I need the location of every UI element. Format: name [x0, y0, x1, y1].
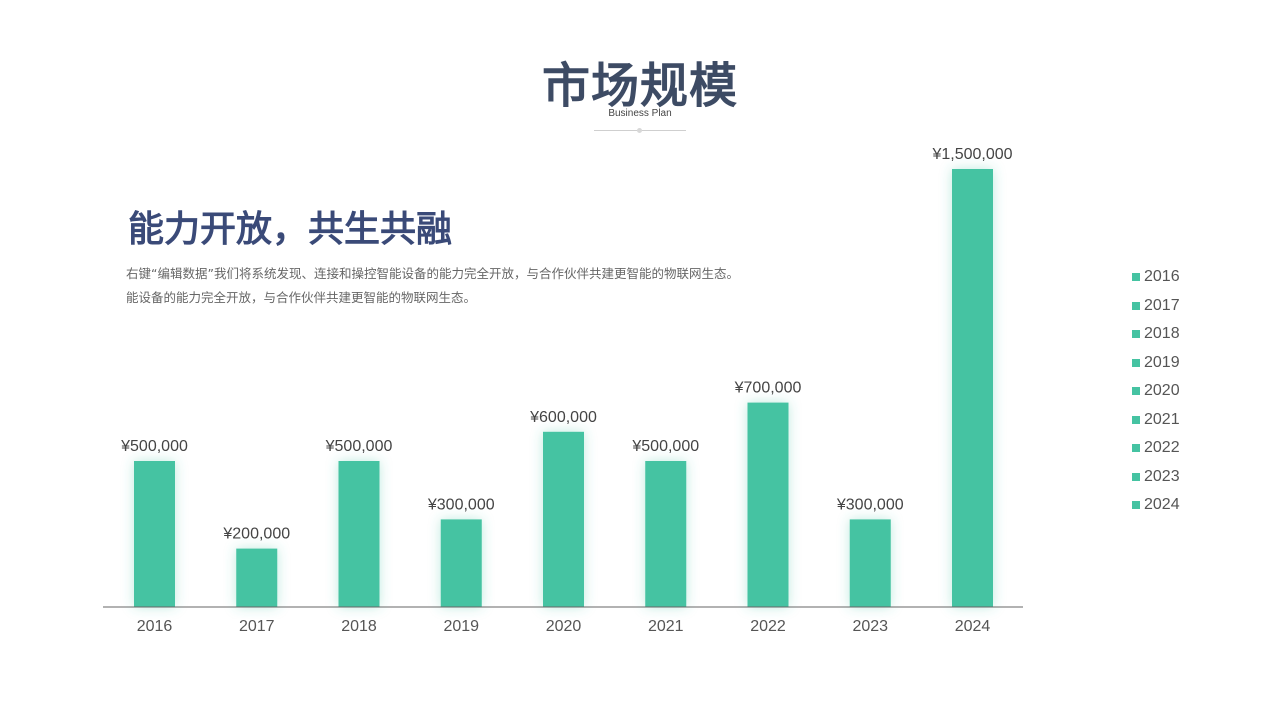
body-text: 右键“编辑数据”我们将系统发现、连接和操控智能设备的能力完全开放，与合作伙伴共建…: [126, 262, 806, 310]
data-labels-group: ¥500,000 ¥200,000 ¥500,000 ¥300,000 ¥600,000…: [120, 146, 1013, 543]
bar-2019: [440, 519, 482, 607]
legend-label: 2022: [1144, 439, 1180, 457]
legend-label: 2020: [1144, 382, 1180, 400]
bar-2017: [236, 548, 278, 607]
bar-2024: [952, 169, 993, 607]
legend-item: 2024: [1132, 491, 1180, 520]
legend-label: 2024: [1144, 496, 1180, 514]
legend-swatch: [1132, 330, 1140, 339]
bar-2023: [849, 519, 891, 607]
legend-swatch: [1132, 501, 1140, 510]
bar-2018: [338, 461, 380, 607]
legend-swatch: [1132, 472, 1140, 481]
legend-item: 2019: [1132, 349, 1180, 378]
legend-label: 2016: [1144, 268, 1180, 286]
headline: 能力开放，共生共融: [128, 209, 453, 250]
body-paragraph: 能设备的能力完全开放，与合作伙伴共建更智能的物联网生态。: [126, 290, 477, 305]
legend-swatch: [1132, 273, 1140, 282]
bar-2016: [134, 461, 175, 607]
legend: 2016 2017 2018 2019 2020 2021 2022 2023 2024: [1132, 263, 1180, 520]
legend-swatch: [1132, 387, 1140, 396]
data-label-2016: ¥500,000: [120, 438, 188, 455]
legend-label: 2019: [1144, 353, 1180, 371]
data-label-2018: ¥500,000: [325, 438, 393, 455]
body-paragraph: 右键“编辑数据”我们将系统发现、连接和操控智能设备的能力完全开放，与合作伙伴共建…: [126, 266, 739, 281]
data-label-2022: ¥700,000: [734, 380, 802, 397]
legend-swatch: [1132, 444, 1140, 453]
legend-swatch: [1132, 415, 1140, 424]
legend-item: 2017: [1132, 292, 1180, 321]
x-tick-label-2024: 2024: [955, 618, 991, 635]
data-label-2023: ¥300,000: [836, 496, 904, 513]
page-subtitle: Business Plan: [608, 108, 672, 119]
bar-2021: [645, 461, 687, 607]
bar-2020: [543, 431, 584, 607]
x-tick-label-2022: 2022: [750, 618, 786, 635]
x-tick-label-2016: 2016: [137, 618, 173, 635]
legend-label: 2023: [1144, 467, 1180, 485]
data-label-2021: ¥500,000: [631, 438, 699, 455]
legend-label: 2017: [1144, 296, 1180, 314]
page-title: 市场规模: [541, 58, 738, 114]
legend-item: 2021: [1132, 406, 1180, 435]
data-label-2019: ¥300,000: [427, 496, 495, 513]
legend-label: 2018: [1144, 325, 1180, 343]
legend-item: 2016: [1132, 263, 1180, 292]
x-tick-label-2021: 2021: [648, 618, 684, 635]
legend-swatch: [1132, 301, 1140, 310]
legend-item: 2018: [1132, 320, 1180, 349]
legend-item: 2023: [1132, 463, 1180, 492]
data-label-2020: ¥600,000: [529, 409, 597, 426]
x-tick-label-2023: 2023: [852, 618, 888, 635]
legend-label: 2021: [1144, 410, 1180, 428]
subtitle-divider-dot: [637, 128, 642, 133]
legend-swatch: [1132, 358, 1140, 367]
x-tick-labels-group: 2016 2017 2018 2019 2020 2021 2022 2023 2024: [137, 618, 991, 635]
x-tick-label-2020: 2020: [546, 618, 582, 635]
legend-item: 2020: [1132, 377, 1180, 406]
bars-group: [134, 169, 993, 607]
data-label-2024: ¥1,500,000: [931, 146, 1012, 163]
x-tick-label-2018: 2018: [341, 618, 377, 635]
data-label-2017: ¥200,000: [222, 526, 290, 543]
x-tick-label-2019: 2019: [443, 618, 479, 635]
bar-2022: [747, 402, 789, 607]
legend-item: 2022: [1132, 434, 1180, 463]
x-tick-label-2017: 2017: [239, 618, 275, 635]
